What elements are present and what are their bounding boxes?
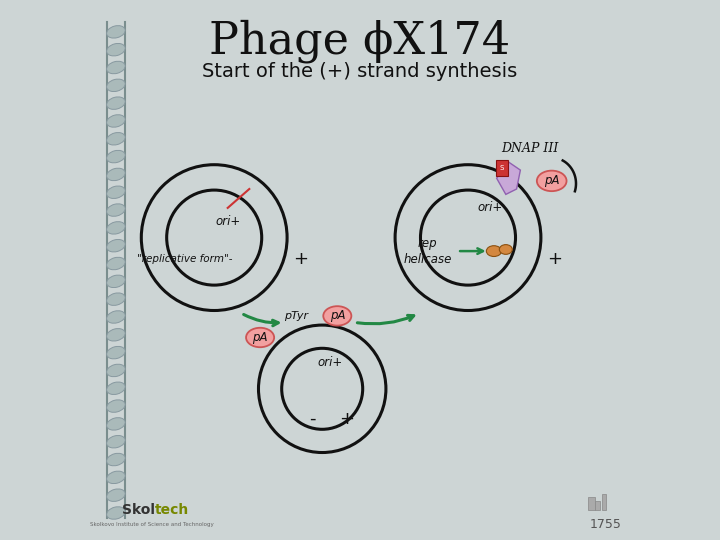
Ellipse shape: [107, 400, 125, 413]
Text: ori+: ori+: [318, 356, 343, 369]
Text: rep
helicase: rep helicase: [403, 237, 451, 266]
Text: 1755: 1755: [590, 518, 621, 531]
Ellipse shape: [107, 79, 125, 92]
Ellipse shape: [107, 453, 125, 466]
Ellipse shape: [107, 257, 125, 270]
Ellipse shape: [107, 310, 125, 323]
Text: pA: pA: [252, 331, 268, 344]
Ellipse shape: [107, 275, 125, 288]
Ellipse shape: [107, 293, 125, 306]
Ellipse shape: [500, 245, 513, 254]
Text: pA: pA: [544, 174, 559, 187]
Text: +: +: [339, 409, 354, 428]
Text: S: S: [500, 165, 504, 171]
Text: DNAP III: DNAP III: [501, 142, 559, 155]
Ellipse shape: [107, 150, 125, 163]
Text: "replicative form"-: "replicative form"-: [137, 254, 233, 264]
Text: +: +: [293, 250, 308, 268]
Text: +: +: [547, 250, 562, 268]
Text: Start of the (+) strand synthesis: Start of the (+) strand synthesis: [202, 62, 518, 81]
Ellipse shape: [107, 239, 125, 252]
FancyBboxPatch shape: [496, 160, 508, 176]
Ellipse shape: [107, 507, 125, 519]
Ellipse shape: [107, 346, 125, 359]
Ellipse shape: [107, 97, 125, 110]
Text: -: -: [309, 409, 316, 428]
Ellipse shape: [107, 471, 125, 484]
Ellipse shape: [107, 132, 125, 145]
Ellipse shape: [107, 489, 125, 502]
Ellipse shape: [107, 382, 125, 395]
Ellipse shape: [323, 306, 351, 326]
Ellipse shape: [107, 186, 125, 199]
FancyBboxPatch shape: [595, 501, 600, 510]
Ellipse shape: [107, 435, 125, 448]
Text: tech: tech: [155, 503, 189, 517]
Text: pTyr: pTyr: [284, 311, 308, 321]
Text: Phage ϕX174: Phage ϕX174: [210, 19, 510, 63]
Ellipse shape: [107, 204, 125, 217]
Ellipse shape: [107, 364, 125, 377]
Ellipse shape: [107, 43, 125, 56]
Ellipse shape: [246, 328, 274, 347]
Ellipse shape: [107, 328, 125, 341]
FancyBboxPatch shape: [588, 497, 595, 510]
Text: ori+: ori+: [477, 201, 503, 214]
Ellipse shape: [537, 171, 567, 191]
Ellipse shape: [107, 114, 125, 127]
Ellipse shape: [487, 246, 501, 256]
Text: Skolkovo Institute of Science and Technology: Skolkovo Institute of Science and Techno…: [90, 522, 214, 528]
Text: ori+: ori+: [215, 215, 240, 228]
Ellipse shape: [107, 61, 125, 74]
Ellipse shape: [107, 168, 125, 181]
Ellipse shape: [107, 25, 125, 38]
Polygon shape: [497, 162, 521, 194]
FancyBboxPatch shape: [603, 494, 606, 510]
Text: Skol: Skol: [122, 503, 155, 517]
Ellipse shape: [107, 221, 125, 234]
Ellipse shape: [107, 417, 125, 430]
Text: pA: pA: [330, 309, 345, 322]
